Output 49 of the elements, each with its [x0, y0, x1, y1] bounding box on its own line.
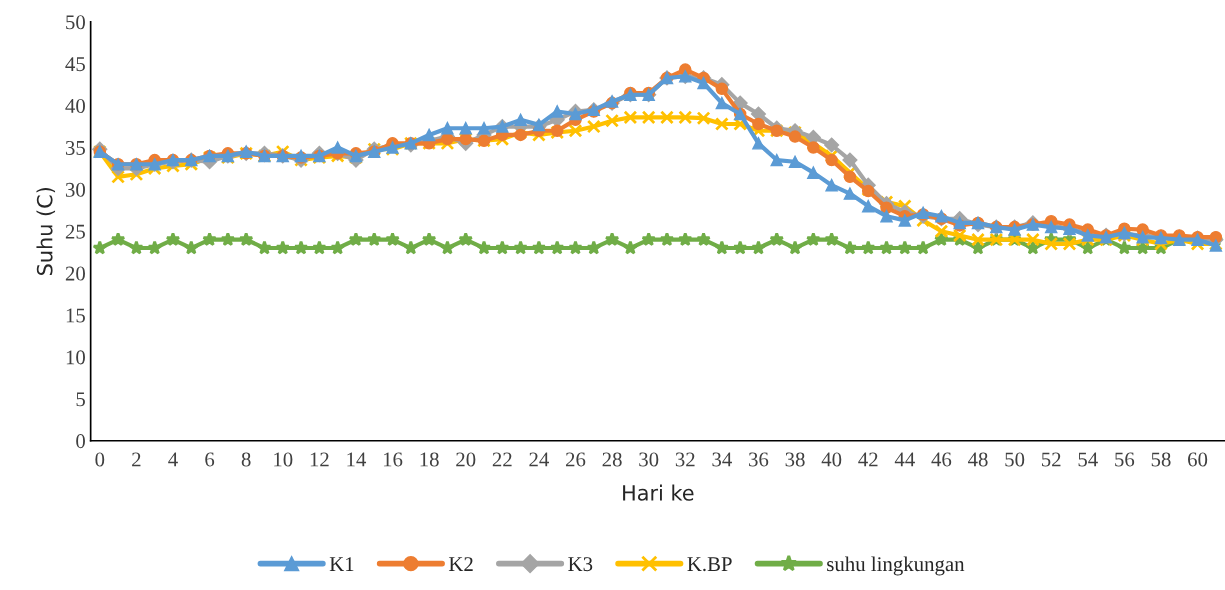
y-tick-label: 50	[66, 15, 85, 30]
x-tick-label: 30	[639, 452, 659, 467]
x-tick-label: 26	[565, 452, 586, 467]
y-axis-title: Suhu (C)	[36, 187, 56, 276]
y-tick-label: 45	[65, 57, 85, 72]
x-tick-label: 60	[1188, 452, 1208, 467]
y-tick-label: 40	[65, 98, 85, 114]
x-tick-label: 42	[858, 452, 878, 467]
x-tick-label: 14	[347, 452, 367, 467]
legend-label: K3	[568, 557, 593, 572]
x-tick-label: 56	[1115, 452, 1135, 467]
y-tick-label: 30	[65, 182, 85, 197]
x-tick-label: 18	[420, 452, 439, 467]
y-tick-label: 35	[65, 140, 85, 155]
x-tick-label: 16	[383, 452, 403, 467]
x-tick-label: 36	[749, 452, 769, 467]
x-tick-label: 46	[931, 452, 952, 467]
x-tick-label: 4	[168, 452, 178, 467]
x-tick-label: 52	[1041, 452, 1061, 467]
x-tick-label: 6	[205, 452, 215, 467]
x-tick-label: 0	[95, 452, 105, 467]
legend-label: suhu lingkungan	[827, 556, 965, 576]
y-tick-label: 25	[65, 224, 85, 239]
x-axis-title: Hari ke	[623, 484, 694, 501]
x-tick-label: 38	[785, 452, 805, 467]
legend-label: K1	[329, 557, 354, 571]
y-tick-label: 20	[65, 266, 85, 281]
x-tick-label: 20	[456, 452, 476, 467]
x-tick-label: 58	[1151, 452, 1171, 467]
y-tick-label: 5	[76, 392, 85, 407]
x-tick-label: 54	[1078, 452, 1098, 467]
y-tick-label: 15	[66, 308, 85, 323]
x-tick-label: 44	[894, 452, 915, 467]
legend-label: K2	[448, 557, 473, 571]
x-tick-label: 10	[274, 452, 293, 467]
y-tick-label: 10	[66, 350, 85, 365]
x-tick-label: 28	[602, 452, 622, 467]
legend-label: K.BP	[687, 557, 732, 572]
x-tick-label: 50	[1005, 452, 1025, 467]
x-tick-label: 2	[132, 452, 141, 467]
y-tick-label: 0	[76, 434, 85, 449]
x-tick-label: 40	[821, 452, 842, 467]
x-tick-label: 32	[675, 452, 695, 467]
x-tick-label: 48	[967, 452, 988, 467]
x-tick-label: 34	[712, 452, 732, 467]
x-tick-label: 8	[241, 452, 251, 467]
x-tick-label: 22	[492, 452, 512, 467]
x-tick-label: 24	[529, 452, 549, 467]
x-tick-label: 12	[310, 452, 329, 467]
